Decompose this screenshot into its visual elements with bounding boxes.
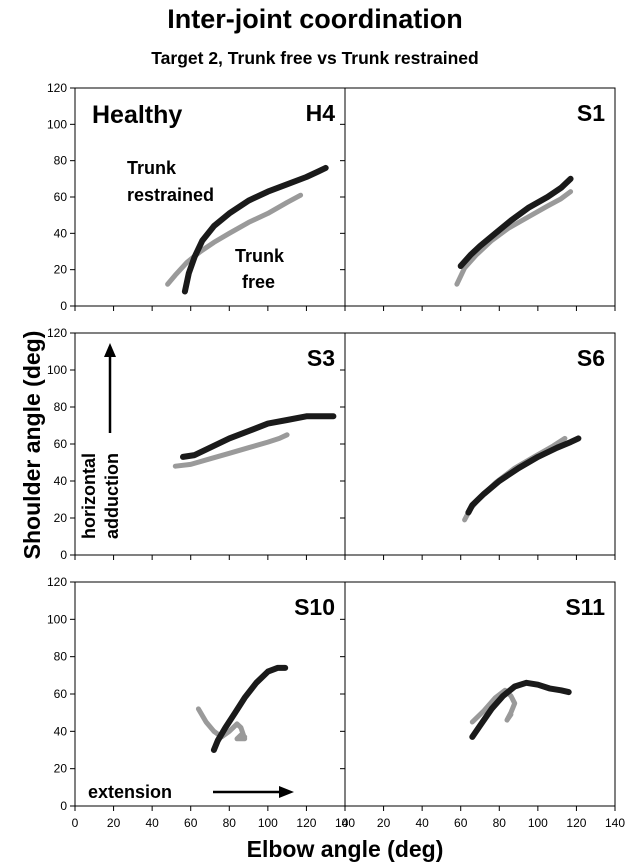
- trunk-free-line: [454, 189, 574, 287]
- panel-label: S6: [577, 345, 605, 371]
- y-tick-label: 100: [47, 117, 67, 131]
- y-tick-label: 40: [54, 474, 68, 488]
- y-tick-label: 20: [54, 511, 68, 525]
- x-tick-label: 80: [223, 816, 237, 830]
- panel-frame: [344, 87, 616, 307]
- trunk-restrained-line: [210, 664, 289, 753]
- y-tick-label: 120: [47, 575, 67, 589]
- y-tick-label: 0: [60, 548, 67, 562]
- panels-layer: 0 20 40 60 80 100 120 H4 Healthy Trunk restrained T…: [47, 81, 625, 830]
- panel-label: H4: [306, 100, 336, 126]
- trunk-restrained-line: [465, 435, 582, 516]
- y-tick-label: 120: [47, 81, 67, 95]
- direction-label: extension: [88, 782, 172, 802]
- y-tick-label: 80: [54, 400, 68, 414]
- x-tick-label: 60: [184, 816, 198, 830]
- trunk-free-label: free: [242, 272, 275, 292]
- trunk-free-label: Trunk: [235, 246, 285, 266]
- y-tick-label: 100: [47, 612, 67, 626]
- y-tick-label: 0: [60, 299, 67, 313]
- y-axis-label: Shoulder angle (deg): [19, 331, 45, 560]
- chart-subtitle: Target 2, Trunk free vs Trunk restrained: [151, 48, 479, 68]
- y-tick-label: 100: [47, 363, 67, 377]
- x-tick-label: 100: [528, 816, 548, 830]
- panel-label: S11: [565, 594, 605, 620]
- trunk-free-line: [195, 706, 248, 742]
- panel-label: S3: [307, 345, 335, 371]
- panel-s10: 0 20 40 60 80 100 120 0 20 40 60 80 100 120 140 S10 exte…: [47, 575, 355, 830]
- arrow-up-icon: [104, 343, 116, 357]
- group-label: Healthy: [92, 101, 182, 129]
- trunk-restrained-label: Trunk: [127, 158, 177, 178]
- trunk-restrained-label: restrained: [127, 185, 214, 205]
- y-tick-label: 80: [54, 154, 68, 168]
- y-tick-label: 40: [54, 724, 68, 738]
- x-tick-label: 60: [454, 816, 468, 830]
- panel-label: S1: [577, 100, 605, 126]
- y-tick-label: 40: [54, 226, 68, 240]
- x-tick-label: 0: [72, 816, 79, 830]
- trunk-restrained-line: [457, 175, 574, 269]
- x-tick-label: 100: [258, 816, 278, 830]
- x-tick-label: 40: [415, 816, 429, 830]
- trunk-free-line: [172, 432, 290, 469]
- trunk-restrained-line: [180, 413, 337, 460]
- panel-s11: 0 20 40 60 80 100 120 140 S11: [340, 581, 625, 830]
- x-tick-label: 120: [566, 816, 586, 830]
- direction-label: horizontal: [79, 453, 99, 539]
- y-tick-label: 0: [60, 799, 67, 813]
- x-tick-label: 140: [335, 816, 355, 830]
- trunk-free-line: [469, 687, 518, 725]
- chart-title: Inter-joint coordination: [167, 4, 463, 34]
- panel-s1: S1: [340, 87, 616, 311]
- y-tick-label: 20: [54, 762, 68, 776]
- y-tick-label: 60: [54, 437, 68, 451]
- y-tick-label: 120: [47, 326, 67, 340]
- x-tick-label: 80: [493, 816, 507, 830]
- x-tick-label: 140: [605, 816, 625, 830]
- x-tick-label: 40: [145, 816, 159, 830]
- x-tick-label: 20: [377, 816, 391, 830]
- panel-h4: 0 20 40 60 80 100 120 H4 Healthy Trunk restrained T…: [47, 81, 346, 313]
- y-tick-label: 80: [54, 650, 68, 664]
- x-tick-label: 20: [107, 816, 121, 830]
- y-tick-label: 60: [54, 687, 68, 701]
- x-tick-label: 120: [296, 816, 316, 830]
- y-tick-label: 60: [54, 190, 68, 204]
- direction-label: adduction: [102, 453, 122, 539]
- panel-label: S10: [294, 594, 335, 620]
- trunk-restrained-line: [469, 679, 572, 740]
- y-tick-label: 20: [54, 263, 68, 277]
- trunk-free-line: [165, 192, 304, 287]
- trunk-restrained-line: [181, 164, 329, 295]
- x-tick-label: 0: [342, 816, 349, 830]
- x-axis-label: Elbow angle (deg): [247, 836, 444, 862]
- panel-s3: 0 20 40 60 80 100 120 S3 horizontal adduction: [47, 326, 346, 562]
- arrow-right-icon: [279, 786, 294, 798]
- panel-s6: S6: [340, 332, 616, 560]
- panel-frame: [344, 332, 616, 556]
